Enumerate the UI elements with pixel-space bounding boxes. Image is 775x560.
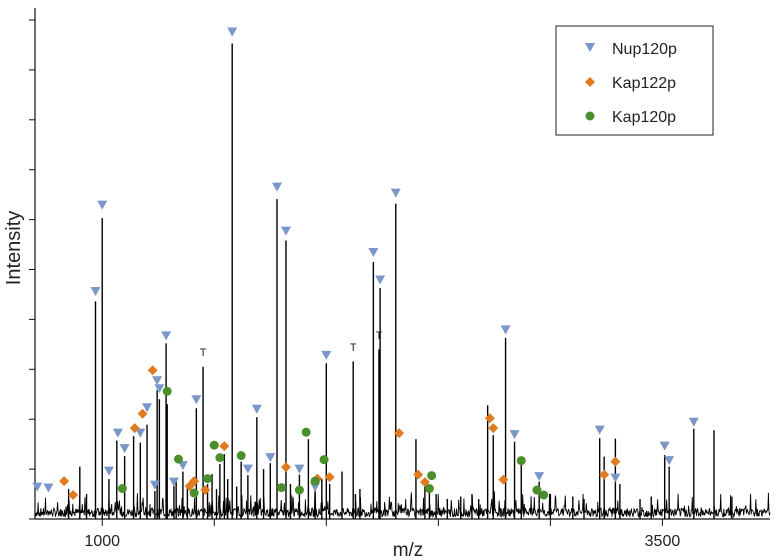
marker-nup120p [43, 483, 54, 493]
marker-kap122p [324, 472, 335, 483]
marker-kap122p [280, 462, 291, 473]
legend-marker-kap120p [585, 111, 595, 121]
legend: Nup120p Kap122p Kap120p [555, 25, 714, 136]
marker-nup120p [664, 456, 675, 466]
marker-nup120p [509, 430, 520, 440]
marker-nup120p [149, 480, 160, 490]
marker-nup120p [112, 428, 123, 438]
marker-kap122p [200, 485, 211, 496]
legend-box [555, 25, 714, 136]
marker-kap122p [219, 441, 230, 452]
marker-kap120p [301, 427, 311, 437]
marker-kap122p [394, 428, 405, 439]
x-tick-label: 3500 [645, 533, 681, 550]
marker-kap120p [319, 455, 329, 465]
marker-nup120p [152, 376, 163, 386]
marker-kap120p [516, 456, 526, 466]
marker-kap122p [59, 476, 70, 487]
marker-nup120p [688, 417, 699, 427]
peak-label-t: T [350, 342, 357, 354]
marker-kap120p [276, 483, 286, 493]
marker-nup120p [594, 425, 605, 435]
marker-nup120p [32, 482, 43, 492]
marker-kap120p [173, 454, 183, 464]
marker-nup120p [191, 395, 202, 405]
legend-marker-nup120p [585, 43, 595, 52]
marker-kap120p [162, 386, 172, 396]
marker-kap120p [203, 474, 213, 484]
marker-nup120p [500, 325, 511, 335]
marker-nup120p [265, 453, 276, 463]
marker-kap120p [310, 476, 320, 486]
marker-kap120p [189, 488, 199, 498]
marker-kap122p [498, 474, 509, 485]
marker-nup120p [280, 226, 291, 236]
marker-kap120p [209, 440, 219, 450]
marker-nup120p [177, 461, 188, 471]
legend-label-kap120p: Kap120p [612, 109, 676, 126]
marker-nup120p [161, 331, 172, 341]
marker-nup120p [272, 182, 283, 192]
marker-kap122p [610, 456, 621, 467]
peak-markers: T T T [32, 27, 699, 501]
marker-kap122p [413, 469, 424, 480]
marker-kap122p [68, 490, 79, 501]
peak-label-t: T [376, 330, 383, 342]
legend-label-kap122p: Kap122p [612, 75, 676, 92]
marker-kap120p [532, 485, 542, 495]
marker-kap120p [424, 484, 434, 494]
marker-kap122p [137, 408, 148, 419]
marker-kap122p [189, 476, 200, 487]
marker-nup120p [251, 404, 262, 414]
peak-label-t: T [200, 347, 207, 359]
marker-kap122p [599, 469, 610, 480]
marker-nup120p [242, 464, 253, 474]
marker-nup120p [390, 188, 401, 198]
marker-nup120p [119, 444, 130, 454]
spectrum-trace [34, 43, 771, 519]
marker-nup120p [368, 248, 379, 258]
legend-label-nup120p: Nup120p [612, 41, 677, 58]
x-axis-label: m/z [393, 540, 424, 560]
marker-kap120p [427, 471, 437, 481]
legend-marker-kap122p [585, 77, 595, 87]
marker-nup120p [168, 477, 179, 487]
marker-kap120p [539, 490, 549, 500]
marker-kap120p [294, 485, 304, 495]
marker-nup120p [103, 466, 114, 476]
marker-kap120p [117, 484, 127, 494]
marker-kap120p [215, 453, 225, 463]
marker-nup120p [534, 472, 545, 482]
x-tick-label: 1000 [84, 533, 120, 550]
marker-nup120p [135, 428, 146, 438]
marker-nup120p [90, 286, 101, 296]
y-axis-label: Intensity [3, 211, 25, 285]
marker-kap122p [129, 423, 140, 434]
marker-kap120p [236, 451, 246, 461]
marker-nup120p [154, 384, 165, 394]
baseline-noise [34, 491, 771, 519]
marker-nup120p [610, 473, 621, 483]
marker-nup120p [321, 350, 332, 360]
marker-nup120p [227, 27, 238, 37]
marker-nup120p [659, 441, 670, 451]
marker-nup120p [375, 275, 386, 285]
marker-kap122p [147, 365, 158, 376]
marker-nup120p [294, 464, 305, 474]
marker-kap122p [484, 413, 495, 424]
marker-kap122p [488, 423, 499, 434]
marker-nup120p [142, 403, 153, 413]
marker-nup120p [97, 200, 108, 210]
